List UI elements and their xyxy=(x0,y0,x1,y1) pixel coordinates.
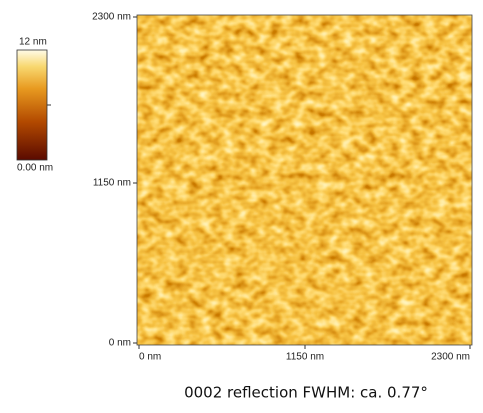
x-label: 0 nm xyxy=(139,352,161,363)
x-label: 2300 nm xyxy=(431,352,470,363)
y-label: 1150 nm xyxy=(93,178,131,189)
y-label: 0 nm xyxy=(109,338,131,349)
figure: 12 nm 0.00 nm 2300 nm 1150 nm 0 nm 0 nm … xyxy=(0,0,483,408)
caption: 0002 reflection FWHM: ca. 0.77° xyxy=(184,384,428,402)
afm-image xyxy=(137,15,472,345)
colorbar xyxy=(17,50,47,160)
x-label: 1150 nm xyxy=(286,352,324,363)
y-label: 2300 nm xyxy=(92,12,131,23)
colorbar-max-label: 12 nm xyxy=(19,37,47,48)
colorbar-min-label: 0.00 nm xyxy=(17,163,53,174)
